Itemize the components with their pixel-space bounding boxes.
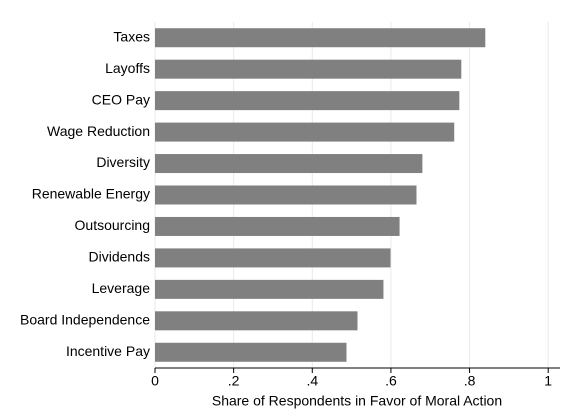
y-tick-label: Dividends [89,249,150,265]
x-tick-label: 1 [544,373,552,389]
x-tick-label: .2 [228,373,240,389]
bar [155,216,400,236]
y-tick-label: Diversity [96,154,150,170]
bar [155,59,462,79]
y-tick-label: Renewable Energy [32,186,150,202]
bar [155,279,384,299]
x-tick-label: .6 [385,373,397,389]
bar [155,311,358,331]
bar [155,342,347,362]
bar [155,185,417,205]
y-tick-label: Layoffs [105,60,150,76]
y-tick-label: Incentive Pay [66,343,150,359]
y-tick-label: Board Independence [20,312,150,328]
x-axis-title: Share of Respondents in Favor of Moral A… [212,393,502,409]
x-tick-label: .4 [306,373,318,389]
bar [155,28,486,48]
bar [155,91,460,111]
y-tick-label: Leverage [92,280,151,296]
x-tick-label: .8 [464,373,476,389]
bar [155,154,423,174]
y-tick-label: Taxes [113,28,150,44]
x-tick-label: 0 [151,373,159,389]
y-tick-label: Wage Reduction [47,123,150,139]
bar [155,122,455,142]
bar [155,248,391,268]
y-tick-label: CEO Pay [92,91,150,107]
y-tick-label: Outsourcing [75,217,150,233]
